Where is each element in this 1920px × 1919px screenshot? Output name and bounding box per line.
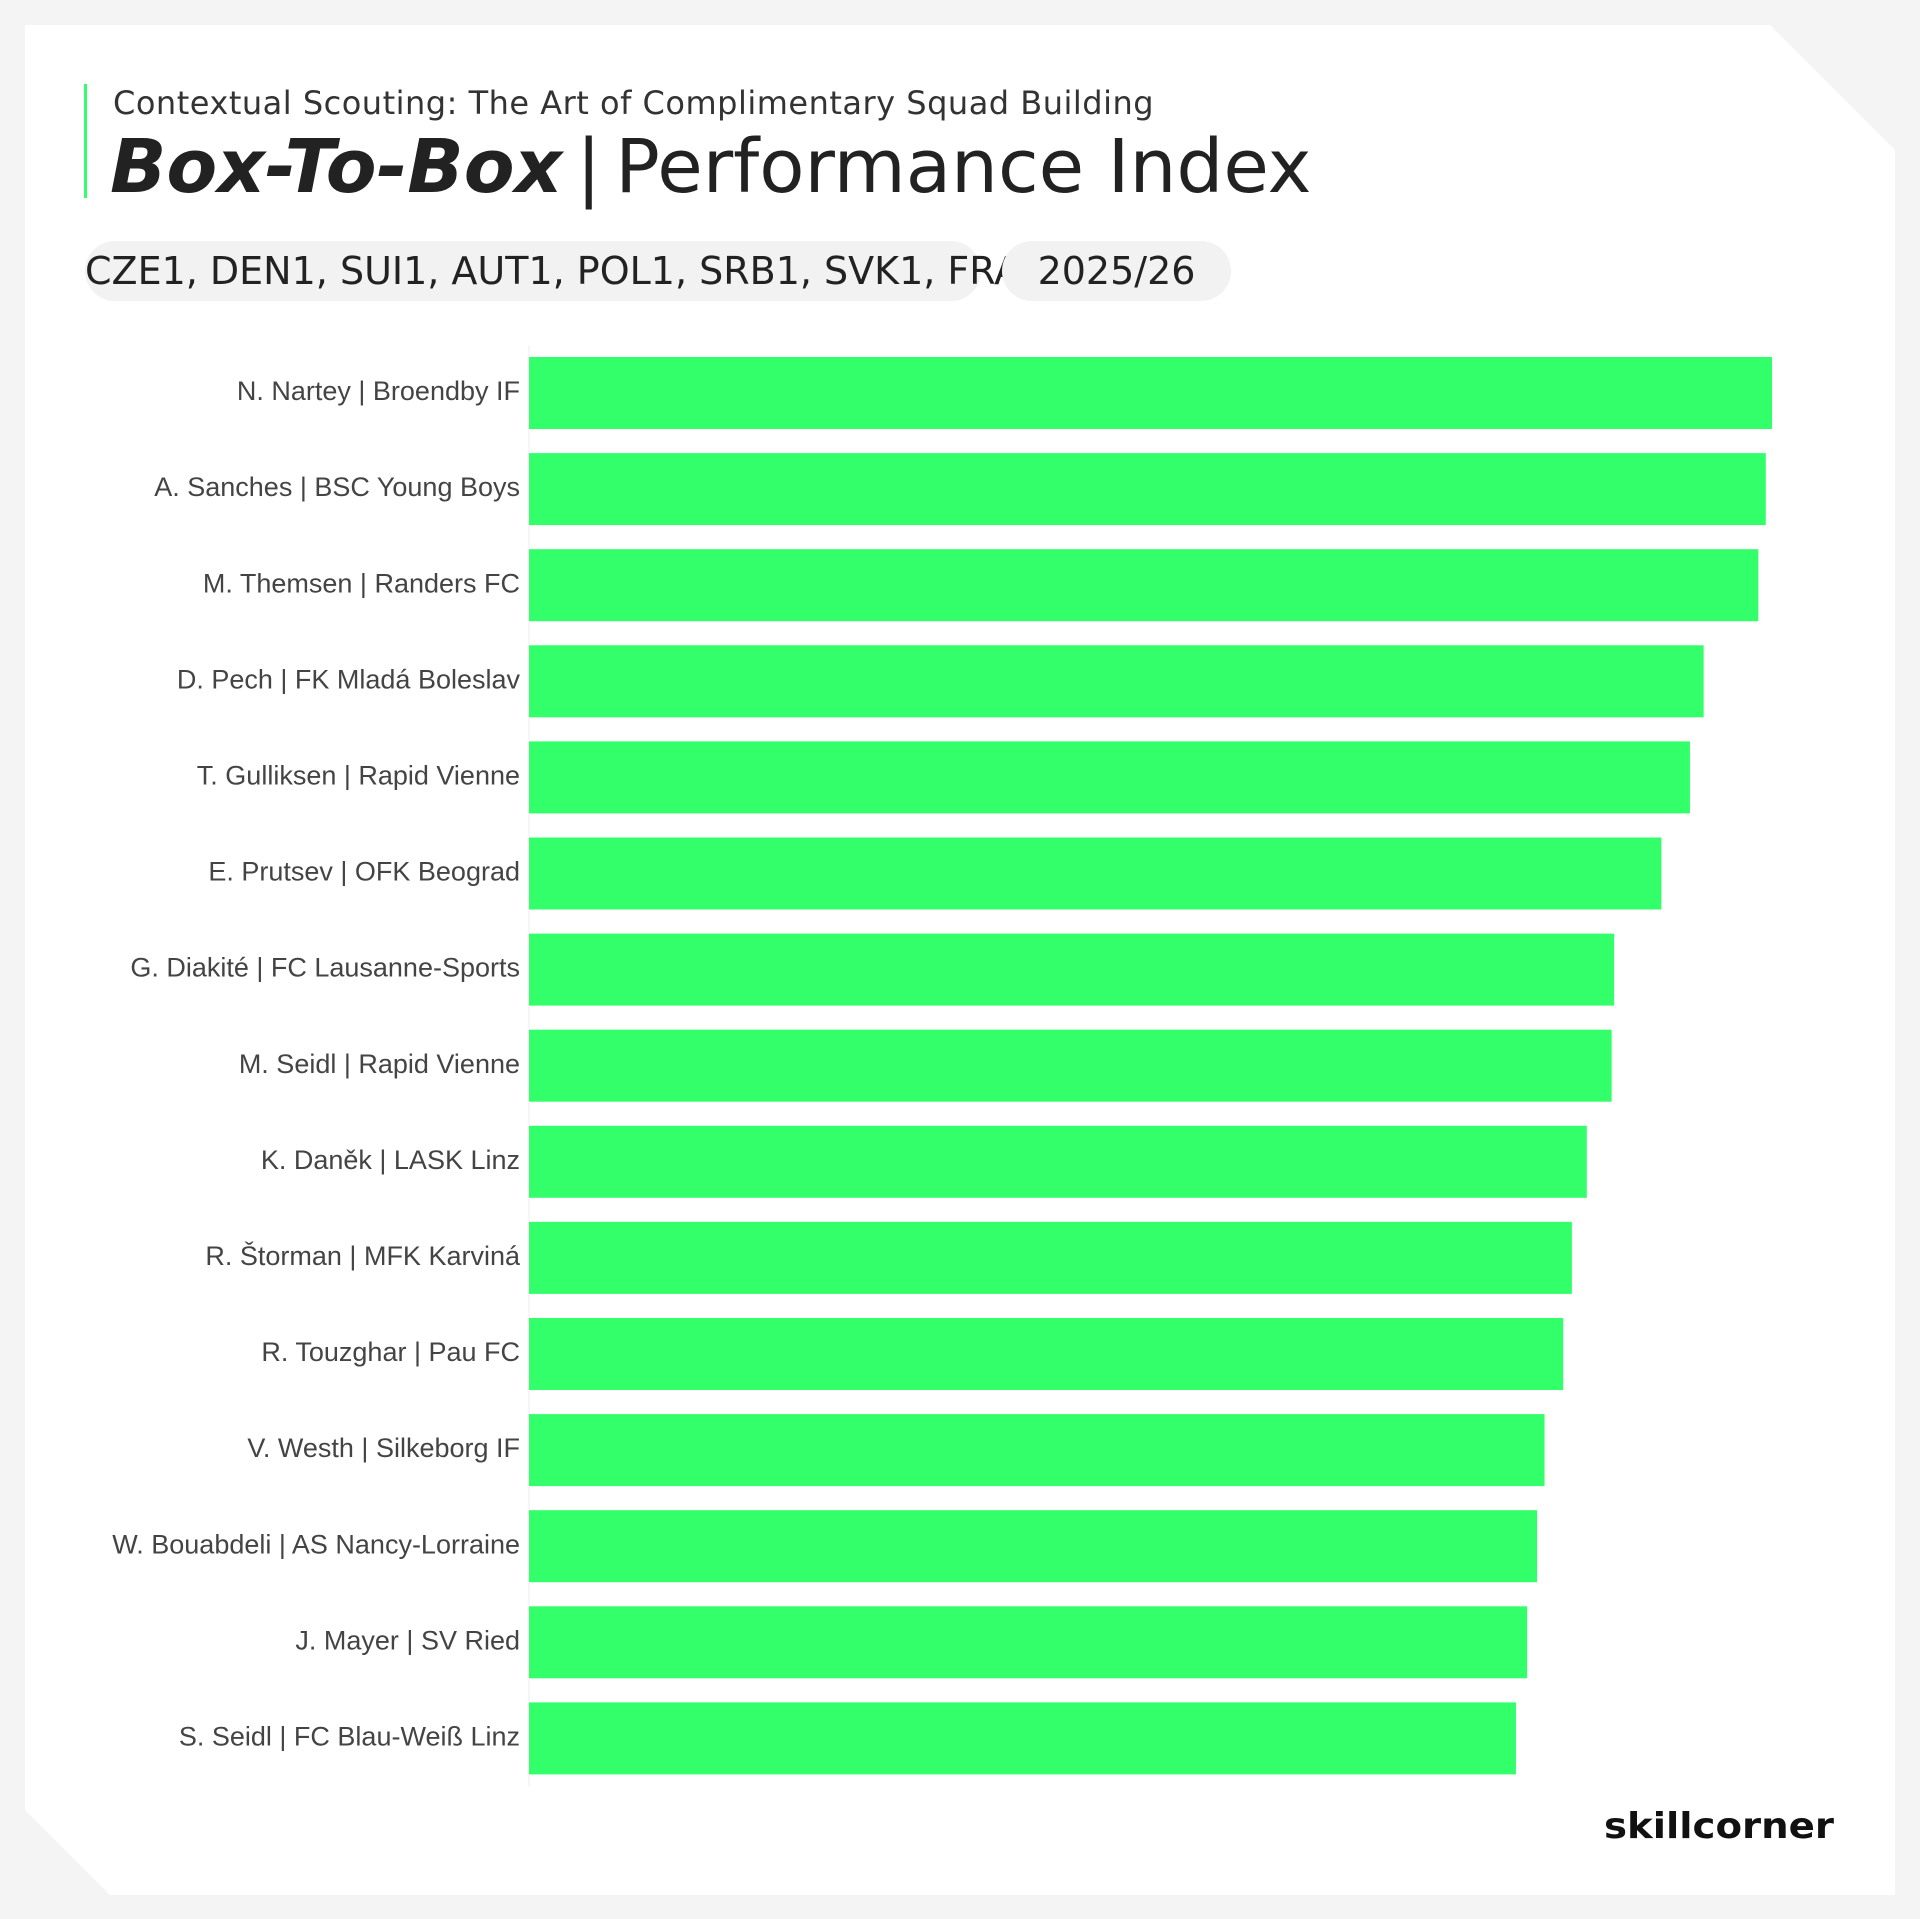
bar (529, 1318, 1564, 1390)
bar (529, 1029, 1612, 1102)
bar (529, 453, 1766, 526)
title-bold-part: Box-To-Box (110, 124, 563, 210)
bar-category-label: D. Pech | FK Mladá Boleslav (177, 664, 521, 694)
title-accent-line (84, 84, 87, 198)
bar-category-label: R. Štorman | MFK Karviná (205, 1240, 521, 1271)
bar (529, 837, 1662, 910)
bar (529, 357, 1772, 429)
skillcorner-logo: skillcorner (1604, 1806, 1834, 1846)
bar-category-label: N. Nartey | Broendby IF (237, 376, 520, 406)
bar-category-label: V. Westh | Silkeborg IF (247, 1433, 520, 1463)
bar (529, 1221, 1572, 1294)
season-pill: 2025/26 (1002, 241, 1231, 301)
bar (529, 1606, 1528, 1679)
bar-category-label: W. Bouabdeli | AS Nancy-Lorraine (112, 1529, 520, 1559)
bar-category-label: T. Gulliksen | Rapid Vienne (197, 761, 520, 791)
bar (529, 549, 1759, 622)
bar (529, 741, 1690, 814)
title-light-part: Performance Index (615, 124, 1312, 210)
bar (529, 933, 1615, 1006)
chart-title: Box-To-Box | Performance Index (110, 124, 1311, 210)
bar (529, 1414, 1545, 1487)
bar-category-label: K. Daněk | LASK Linz (261, 1145, 520, 1175)
bar-category-label: A. Sanches | BSC Young Boys (154, 472, 520, 502)
bar-category-label: R. Touzghar | Pau FC (261, 1337, 520, 1367)
bar (529, 645, 1704, 718)
bar-category-label: E. Prutsev | OFK Beograd (208, 857, 520, 887)
leagues-pill: CZE1, DEN1, SUI1, AUT1, POL1, SRB1, SVK1… (85, 241, 1044, 301)
chart-subtitle: Contextual Scouting: The Art of Complime… (113, 84, 1155, 122)
bar (529, 1125, 1587, 1198)
bar (529, 1510, 1538, 1583)
title-separator: | (576, 124, 602, 210)
bar-category-label: G. Diakité | FC Lausanne-Sports (130, 953, 520, 983)
bar (529, 1702, 1516, 1775)
bar-category-label: M. Themsen | Randers FC (203, 568, 520, 598)
logo-text: skillcorner (1604, 1806, 1834, 1846)
bar-category-label: S. Seidl | FC Blau-Weiß Linz (179, 1722, 520, 1752)
bar-category-label: M. Seidl | Rapid Vienne (239, 1049, 520, 1079)
bar-category-label: J. Mayer | SV Ried (295, 1625, 520, 1655)
